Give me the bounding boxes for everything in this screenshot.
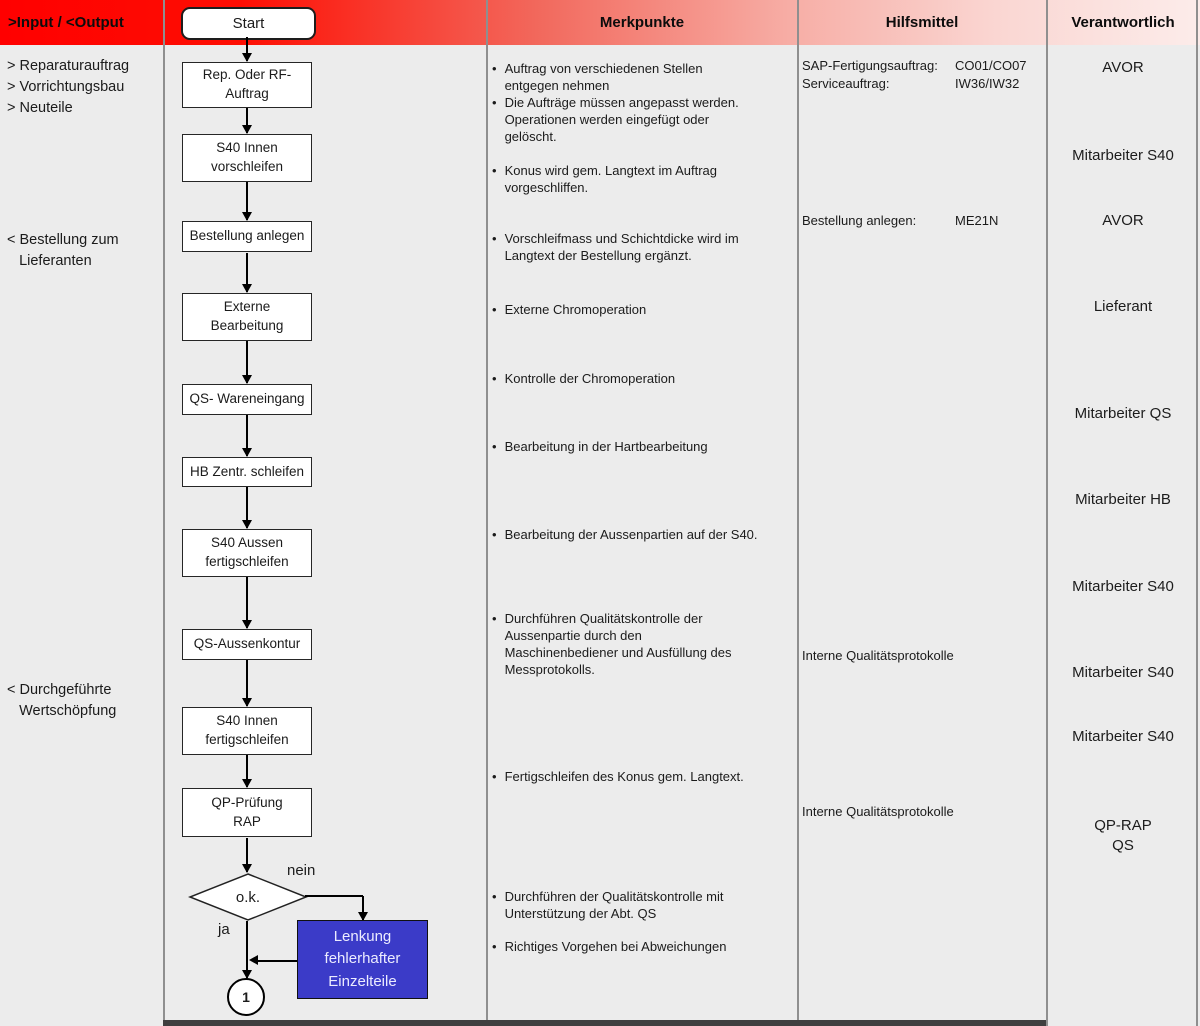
flow-box-s40-vorschleifen: S40 Innen vorschleifen: [182, 134, 312, 182]
flow-box-qs-aussenkontur: QS-Aussenkontur: [182, 629, 312, 660]
hilfsmittel-value: IW36/IW32: [955, 76, 1020, 91]
merkpunkt-text: Externe Chromoperation: [504, 302, 647, 317]
flow-box-s40-aussen: S40 Aussen fertigschleifen: [182, 529, 312, 577]
merkpunkt-text: Fertigschleifen des Konus gem. Langtext.: [504, 769, 744, 784]
merkpunkt-text: Durchführen Qualitätskontrolle der Ausse…: [504, 611, 732, 677]
merkpunkt-text: Konus wird gem. Langtext im Auftrag vorg…: [504, 163, 718, 195]
flow-arrow: [241, 755, 252, 788]
header-verantwortlich: Verantwortlich: [1071, 14, 1175, 31]
flow-arrow: [241, 921, 252, 979]
merkpunkt-item: Bearbeitung in der Hartbearbeitung: [492, 438, 797, 455]
column-divider: [797, 0, 799, 1026]
responsible-item: Mitarbeiter S40: [1072, 147, 1174, 164]
column-divider: [1046, 0, 1048, 1026]
header-input-output: >Input / <Output: [8, 14, 124, 31]
flow-box-lenkung-fehlerhafter: Lenkung fehlerhafter Einzelteile: [297, 920, 428, 999]
output-item-wertschoepfung: < Durchgeführte Wertschöpfung: [7, 682, 117, 719]
responsible-item: QP-RAP QS: [1094, 817, 1152, 854]
merkpunkt-item: Fertigschleifen des Konus gem. Langtext.: [492, 768, 797, 785]
merkpunkt-text: Auftrag von verschiedenen Stellen entgeg…: [504, 61, 703, 93]
flow-box-qp-pruefung: QP-Prüfung RAP: [182, 788, 312, 837]
flow-arrow: [241, 577, 252, 629]
decision-diamond-shape: [187, 872, 309, 922]
hilfsmittel-label: Bestellung anlegen:: [802, 213, 917, 228]
header-merkpunkte: Merkpunkte: [599, 14, 685, 31]
responsible-item: Mitarbeiter HB: [1075, 491, 1171, 508]
header-hilfsmittel: Hilfsmittel: [885, 14, 959, 31]
hilfsmittel-label: Interne Qualitätsprotokolle: [802, 804, 954, 819]
flow-arrow: [241, 415, 252, 457]
hilfsmittel-entry: SAP-Fertigungsauftrag: CO01/CO07: [802, 57, 1042, 75]
bottom-border-bar: [163, 1020, 1046, 1026]
responsible-item: Mitarbeiter S40: [1072, 728, 1174, 745]
flow-connector-line: [255, 960, 297, 962]
flow-arrowhead-left: [249, 955, 258, 965]
hilfsmittel-value: CO01/CO07: [955, 58, 1027, 73]
merkpunkt-item: Bearbeitung der Aussenpartien auf der S4…: [492, 526, 797, 543]
flow-arrow: [241, 341, 252, 384]
branch-label-nein: nein: [287, 862, 316, 879]
merkpunkt-text: Durchführen der Qualitätskontrolle mit U…: [504, 889, 724, 921]
merkpunkt-item: Kontrolle der Chromoperation: [492, 370, 797, 387]
responsible-item: Lieferant: [1093, 298, 1153, 315]
output-item-bestellung: < Bestellung zum Lieferanten: [7, 232, 119, 269]
flow-arrow: [241, 108, 252, 134]
flow-box-qs-wareneingang: QS- Wareneingang: [182, 384, 312, 415]
flow-box-bestellung-anlegen: Bestellung anlegen: [182, 221, 312, 252]
flow-box-rep-auftrag: Rep. Oder RF- Auftrag: [182, 62, 312, 108]
flow-box-externe-bearbeitung: Externe Bearbeitung: [182, 293, 312, 341]
responsible-item: AVOR: [1102, 59, 1144, 76]
flow-arrow: [357, 896, 368, 921]
hilfsmittel-label: Serviceauftrag:: [802, 76, 890, 91]
offpage-connector-1: 1: [227, 978, 265, 1016]
flow-arrow: [241, 487, 252, 529]
merkpunkt-text: Bearbeitung in der Hartbearbeitung: [504, 439, 708, 454]
merkpunkt-item: Richtiges Vorgehen bei Abweichungen: [492, 938, 797, 955]
hilfsmittel-entry: Interne Qualitätsprotokolle: [802, 647, 1042, 665]
flow-arrow: [241, 838, 252, 873]
flow-start-node: Start: [181, 7, 316, 40]
merkpunkt-item: Externe Chromoperation: [492, 301, 797, 318]
column-divider: [163, 0, 165, 1026]
flow-arrow: [241, 182, 252, 221]
responsible-item: Mitarbeiter S40: [1072, 664, 1174, 681]
merkpunkt-text: Bearbeitung der Aussenpartien auf der S4…: [504, 527, 758, 542]
responsible-item: Mitarbeiter QS: [1074, 405, 1172, 422]
hilfsmittel-entry: Interne Qualitätsprotokolle: [802, 803, 1042, 821]
merkpunkt-text: Vorschleifmass und Schichtdicke wird im …: [504, 231, 739, 263]
merkpunkt-text: Kontrolle der Chromoperation: [504, 371, 676, 386]
hilfsmittel-value: ME21N: [955, 213, 999, 228]
merkpunkt-item: Durchführen der Qualitätskontrolle mit U…: [492, 888, 797, 922]
flow-box-s40-innen-fertig: S40 Innen fertigschleifen: [182, 707, 312, 755]
flow-arrow: [241, 253, 252, 293]
column-divider: [486, 0, 488, 1026]
hilfsmittel-label: SAP-Fertigungsauftrag:: [802, 58, 938, 73]
input-item-reparatur: > Reparaturauftrag > Vorrichtungsbau > N…: [7, 58, 130, 116]
hilfsmittel-label: Interne Qualitätsprotokolle: [802, 648, 954, 663]
merkpunkt-item: Durchführen Qualitätskontrolle der Ausse…: [492, 610, 797, 678]
merkpunkt-item: Die Aufträge müssen angepasst werden. Op…: [492, 94, 797, 145]
flow-connector-line: [305, 895, 363, 897]
merkpunkt-text: Richtiges Vorgehen bei Abweichungen: [504, 939, 727, 954]
decision-label: o.k.: [235, 888, 261, 906]
flow-arrow: [241, 660, 252, 707]
hilfsmittel-entry: Bestellung anlegen: ME21N: [802, 212, 1042, 230]
flow-box-hb-zentr-schleifen: HB Zentr. schleifen: [182, 457, 312, 487]
merkpunkt-item: Auftrag von verschiedenen Stellen entgeg…: [492, 60, 797, 94]
hilfsmittel-entry: Serviceauftrag: IW36/IW32: [802, 75, 1042, 93]
merkpunkt-text: Die Aufträge müssen angepasst werden. Op…: [504, 95, 739, 144]
right-border: [1196, 0, 1198, 1026]
merkpunkt-item: Konus wird gem. Langtext im Auftrag vorg…: [492, 162, 797, 196]
merkpunkt-item: Vorschleifmass und Schichtdicke wird im …: [492, 230, 797, 264]
responsible-item: Mitarbeiter S40: [1072, 578, 1174, 595]
responsible-item: AVOR: [1102, 212, 1144, 229]
flow-arrow: [241, 37, 252, 62]
branch-label-ja: ja: [218, 921, 230, 938]
